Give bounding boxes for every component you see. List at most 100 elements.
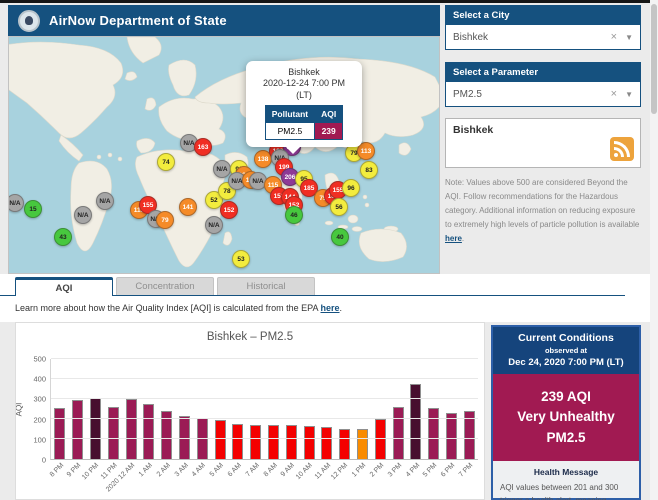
parameter-select-panel: Select a Parameter PM2.5 × ▼ — [445, 62, 641, 107]
current-conditions-panel: Current Conditions observed at Dec 24, 2… — [491, 325, 641, 500]
map-marker[interactable]: 96 — [342, 179, 360, 197]
chart-bar-slot: 4 AM — [193, 359, 211, 459]
current-aqi-block: 239 AQI Very Unhealthy PM2.5 — [493, 374, 639, 461]
parameter-clear-icon[interactable]: × — [611, 88, 617, 100]
chart-bar[interactable] — [54, 408, 65, 459]
chart-bar[interactable] — [126, 399, 137, 459]
chart-ytick: 500 — [33, 355, 46, 364]
chart-bar-slot: 7 AM — [247, 359, 265, 459]
map-marker[interactable]: N/A — [213, 160, 231, 178]
map-marker[interactable]: 141 — [179, 198, 197, 216]
note-text: Note: Values above 500 are considered Be… — [445, 178, 639, 229]
map-marker[interactable]: 43 — [54, 228, 72, 246]
chart-ytick: 200 — [33, 415, 46, 424]
chart-bar-slot: 3 PM — [389, 359, 407, 459]
chart-bar[interactable] — [268, 425, 279, 459]
map-marker[interactable]: N/A — [74, 206, 92, 224]
city-caret-down-icon[interactable]: ▼ — [625, 33, 633, 42]
tab-bar: AQI Concentration Historical — [15, 277, 318, 296]
chart-bar-slot: 5 PM — [425, 359, 443, 459]
chart-bar-slot: 5 AM — [211, 359, 229, 459]
chart-bar-slot: 11 AM — [318, 359, 336, 459]
chart-ytick: 0 — [42, 456, 46, 465]
learn-more-here-link[interactable]: here — [321, 303, 340, 313]
current-aqi-value: 239 AQI — [497, 387, 635, 407]
chart-bar[interactable] — [428, 408, 439, 459]
chart-xtick: 6 AM — [227, 462, 243, 478]
map-marker[interactable]: 83 — [360, 161, 378, 179]
chart-bar[interactable] — [393, 407, 404, 459]
chart-bar[interactable] — [375, 419, 386, 459]
map-marker[interactable]: 15 — [24, 200, 42, 218]
city-select[interactable]: Bishkek × ▼ — [446, 25, 640, 49]
map-marker[interactable]: N/A — [205, 216, 223, 234]
chart-bar[interactable] — [143, 404, 154, 459]
chart-bar-slot: 10 PM — [87, 359, 105, 459]
scrollbar-thumb[interactable] — [651, 4, 657, 114]
learn-more-suffix: . — [340, 303, 343, 313]
map-marker[interactable]: 53 — [232, 250, 250, 268]
popup-aqi-table: Pollutant AQI PM2.5 239 — [265, 105, 343, 140]
chart-bar[interactable] — [339, 429, 350, 459]
chart-xtick: 5 PM — [422, 462, 439, 479]
feed-box: Bishkek — [445, 118, 641, 168]
map-marker[interactable]: 56 — [330, 198, 348, 216]
chart-bar[interactable] — [72, 400, 83, 459]
chart-xtick: 5 AM — [209, 462, 225, 478]
chart-bar-slot: 2 AM — [158, 359, 176, 459]
observed-at-label: observed at — [497, 346, 635, 355]
chart-bar[interactable] — [304, 426, 315, 459]
map-marker[interactable]: 74 — [157, 153, 175, 171]
tab-aqi[interactable]: AQI — [15, 277, 113, 296]
chart-xtick: 4 PM — [404, 462, 421, 479]
chart-gridline — [51, 398, 478, 399]
rss-feed-icon[interactable] — [610, 137, 634, 161]
chart-yaxis: 0100200300400500 — [22, 359, 48, 460]
chart-bar[interactable] — [446, 413, 457, 459]
chart-bar-slot: 12 PM — [336, 359, 354, 459]
chart-bar[interactable] — [321, 427, 332, 459]
health-message-block: Health Message AQI values between 201 an… — [493, 461, 639, 500]
parameter-caret-down-icon[interactable]: ▼ — [625, 90, 633, 99]
tab-concentration[interactable]: Concentration — [116, 277, 214, 295]
chart-bar-slot: 1 PM — [354, 359, 372, 459]
world-aqi-map[interactable]: 15N/AN/AN/A43N/A16374N/A115155N/A7914152… — [8, 36, 440, 274]
parameter-select[interactable]: PM2.5 × ▼ — [446, 82, 640, 106]
observed-datetime: Dec 24, 2020 7:00 PM (LT) — [497, 357, 635, 368]
chart-gridline — [51, 358, 478, 359]
chart-ytick: 300 — [33, 395, 46, 404]
city-clear-icon[interactable]: × — [611, 31, 617, 43]
note-here-link[interactable]: here — [445, 234, 462, 243]
tabs-strip: AQI Concentration Historical Learn more … — [0, 274, 658, 322]
page-scrollbar[interactable] — [650, 0, 658, 500]
chart-xtick: 8 PM — [48, 462, 65, 479]
map-marker[interactable]: N/A — [96, 192, 114, 210]
chart-bar-slot: 10 AM — [300, 359, 318, 459]
chart-bar[interactable] — [357, 429, 368, 459]
app-title: AirNow Department of State — [49, 13, 227, 28]
parameter-select-label: Select a Parameter — [446, 63, 640, 82]
chart-xtick: 8 AM — [262, 462, 278, 478]
map-marker[interactable]: 163 — [194, 138, 212, 156]
chart-title: Bishkek – PM2.5 — [16, 331, 484, 343]
chart-bar-slot: 9 PM — [69, 359, 87, 459]
chart-xtick: 2 AM — [155, 462, 171, 478]
chart-bar[interactable] — [410, 384, 421, 459]
map-marker[interactable]: 46 — [285, 206, 303, 224]
chart-xtick: 1 AM — [138, 462, 154, 478]
chart-plot: 8 PM9 PM10 PM11 PM2020 12 AM1 AM2 AM3 AM… — [50, 359, 478, 460]
chart-bar[interactable] — [232, 424, 243, 459]
map-marker[interactable]: 152 — [220, 201, 238, 219]
chart-bar[interactable] — [286, 425, 297, 459]
chart-bar-slot: 11 PM — [104, 359, 122, 459]
map-marker[interactable]: 40 — [331, 228, 349, 246]
chart-bar[interactable] — [90, 398, 101, 459]
tab-historical[interactable]: Historical — [217, 277, 315, 295]
city-select-value: Bishkek — [453, 32, 611, 43]
chart-bar[interactable] — [108, 407, 119, 459]
chart-bar[interactable] — [250, 425, 261, 459]
current-aqi-category: Very Unhealthy — [497, 407, 635, 427]
chart-xtick: 4 AM — [191, 462, 207, 478]
map-marker[interactable]: 79 — [156, 211, 174, 229]
chart-bar[interactable] — [215, 420, 226, 459]
